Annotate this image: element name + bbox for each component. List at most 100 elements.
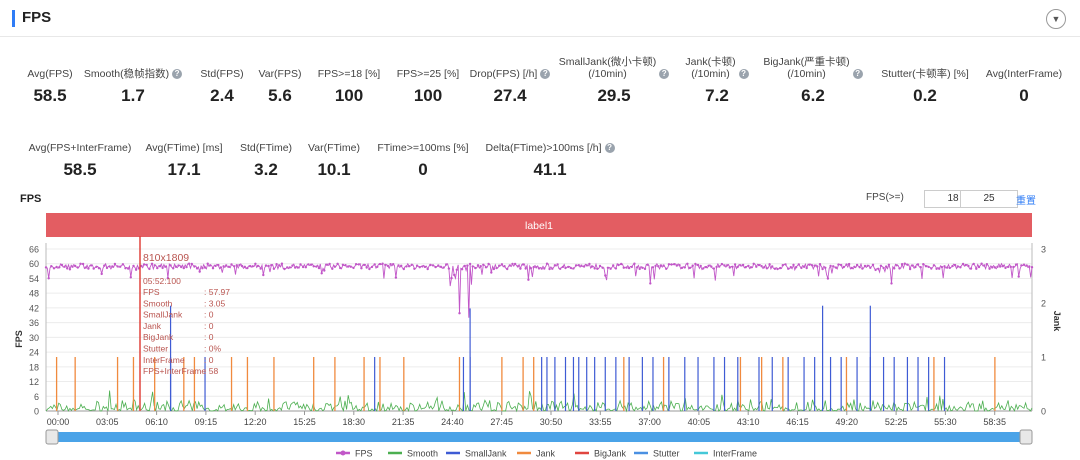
fps-point	[680, 266, 684, 269]
help-icon[interactable]: ?	[172, 69, 183, 79]
fps-point	[861, 267, 864, 270]
fps-point	[312, 265, 315, 268]
reset-link[interactable]: 重置	[1016, 196, 1036, 207]
fps-point	[543, 267, 546, 270]
fps-point	[463, 264, 466, 268]
fps-point	[392, 263, 395, 266]
fps-point	[779, 266, 782, 270]
fps-point	[540, 267, 543, 270]
metric-smooth-metrics_row11: Smooth(稳帧指数)? 1.7	[63, 54, 203, 106]
fps-point	[614, 267, 618, 270]
fps-point	[238, 263, 241, 267]
fps-point	[704, 265, 708, 269]
fps-point	[837, 263, 840, 266]
fps-point	[744, 266, 747, 269]
fps-point	[567, 265, 570, 269]
metric-value: 0	[418, 160, 428, 179]
fps-point	[254, 262, 257, 265]
fps-threshold-input-2[interactable]: 25	[960, 190, 1018, 208]
fps-point	[532, 265, 535, 269]
fps-point	[71, 265, 74, 268]
help-icon[interactable]: ?	[604, 143, 615, 153]
fps-point	[1017, 275, 1020, 278]
fps-point	[206, 262, 209, 265]
chevron-down-icon[interactable]: ▼	[1046, 9, 1066, 29]
fps-point	[506, 267, 509, 271]
fps-point	[741, 263, 745, 267]
help-icon[interactable]: ?	[540, 69, 551, 79]
fps-point	[325, 263, 329, 266]
y-tick-label: 48	[29, 289, 39, 299]
x-tick-label: 15:25	[293, 417, 316, 427]
fps-point	[561, 265, 565, 269]
metric-ftime-100ms--metrics_row24: FTime>=100ms [%] 0	[353, 128, 493, 180]
fps-point	[641, 266, 644, 269]
fps-point	[315, 265, 318, 268]
fps-point	[535, 266, 538, 269]
fps-point	[336, 262, 339, 265]
tooltip-key: FPS	[143, 287, 160, 297]
range-slider-right-handle[interactable]	[1019, 429, 1033, 445]
fps-point	[280, 262, 284, 265]
label-band-text: label1	[525, 220, 553, 232]
fps-point	[956, 265, 959, 268]
x-tick-label: 30:50	[540, 417, 563, 427]
fps-point	[887, 263, 891, 266]
fps-point	[214, 264, 217, 268]
fps-point	[847, 262, 851, 266]
fps-point	[686, 262, 689, 265]
legend-item-jank[interactable]: Jank	[536, 449, 556, 459]
fps-point	[458, 312, 461, 315]
fps-point	[871, 263, 875, 266]
legend-item-stutter[interactable]: Stutter	[653, 449, 680, 459]
fps-point	[590, 265, 594, 268]
fps-point	[580, 264, 583, 267]
legend-item-fps[interactable]: FPS	[355, 449, 373, 459]
fps-point	[490, 271, 493, 274]
metric-drop-metrics_row16: Drop(FPS) [/h]? 27.4	[440, 54, 580, 106]
fps-point	[1012, 265, 1015, 269]
legend-item-interframe[interactable]: InterFrame	[713, 449, 757, 459]
fps-point	[68, 268, 72, 271]
fps-point	[527, 278, 530, 281]
help-icon[interactable]: ?	[738, 69, 749, 79]
x-tick-label: 33:55	[589, 417, 612, 427]
metric-value: 29.5	[597, 86, 631, 105]
y-tick-label: 36	[29, 318, 39, 328]
fps-point	[1030, 266, 1034, 269]
fps-point	[447, 267, 451, 270]
fps-point	[569, 266, 572, 270]
fps-point	[673, 263, 676, 266]
fps-point	[161, 266, 164, 270]
fps-point	[747, 264, 750, 268]
fps-point	[233, 265, 236, 268]
help-icon[interactable]: ?	[659, 69, 670, 79]
fps-point	[113, 262, 117, 266]
fps-point	[384, 263, 387, 267]
fps-point	[44, 266, 48, 269]
fps-point	[683, 266, 686, 269]
range-slider-left-handle[interactable]	[45, 429, 59, 445]
legend-item-smalljank[interactable]: SmallJank	[465, 449, 507, 459]
fps-point	[474, 266, 477, 270]
metric-label: Drop(FPS) [/h]?	[440, 54, 580, 80]
metric-value: 41.1	[533, 160, 567, 179]
fps-point	[983, 264, 986, 267]
fps-point	[381, 262, 384, 265]
fps-point	[397, 264, 400, 267]
fps-point	[328, 262, 331, 266]
legend-item-smooth[interactable]: Smooth	[407, 449, 438, 459]
fps-point	[74, 264, 77, 268]
metric-label: Avg(FPS)	[27, 68, 73, 80]
fps-point	[95, 265, 98, 268]
fps-point	[503, 265, 506, 268]
fps-point	[688, 266, 692, 269]
fps-point	[148, 267, 151, 271]
help-icon[interactable]: ?	[852, 69, 863, 79]
metric-label: Var(FTime)	[308, 142, 360, 154]
tooltip-header: 810x1809	[143, 252, 189, 264]
fps-point	[341, 263, 345, 266]
legend-item-bigjank[interactable]: BigJank	[594, 449, 627, 459]
fps-point	[574, 264, 578, 267]
